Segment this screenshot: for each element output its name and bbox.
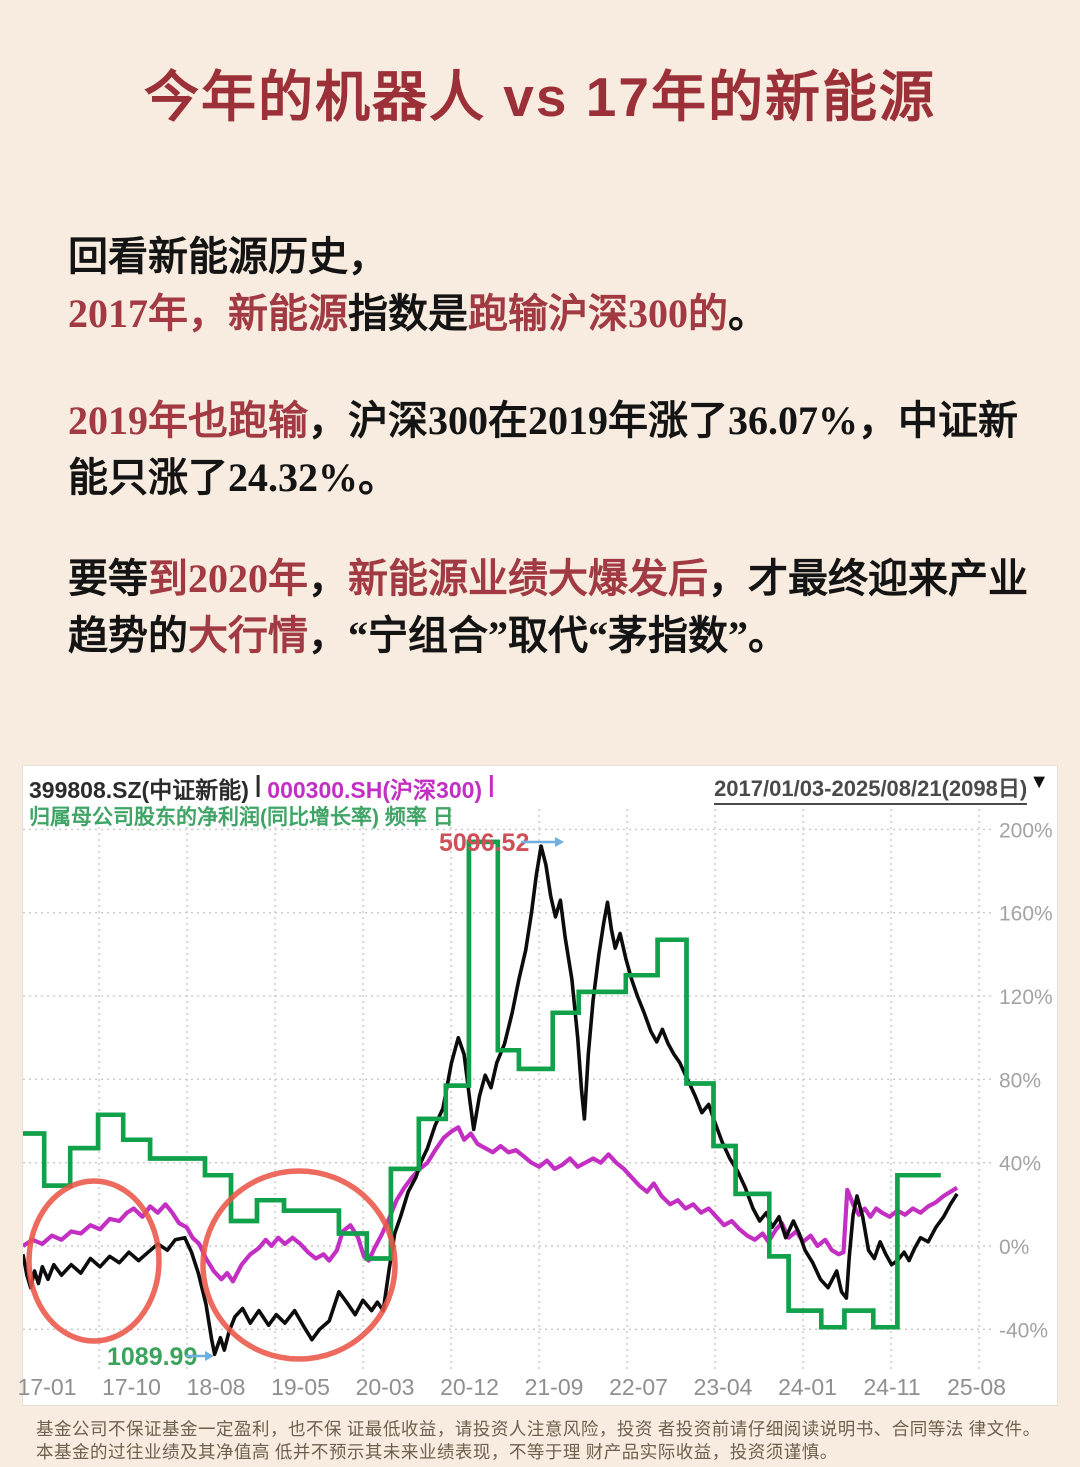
text-segment: ，才最终迎来产业趋势的 — [68, 556, 1028, 658]
text-segment: 跑输沪深300的 — [468, 291, 728, 336]
peak-arrow-icon — [555, 837, 564, 847]
x-tick-label: 20-03 — [355, 1374, 415, 1400]
text-segment: 指数是 — [348, 291, 468, 336]
plot-area[interactable]: 200% 160% 120% 80% 40% 0% -40% 5096.52 1089.99 — [23, 809, 1057, 1369]
date-range-selector[interactable]: 2017/01/03-2025/08/21(2098日) — [714, 771, 1028, 805]
y-tick-label: 0% — [999, 1236, 1029, 1259]
symbol-csi-new-energy[interactable]: 399808.SZ(中证新能) — [29, 777, 249, 803]
symbol-separator-2: | — [488, 771, 495, 797]
y-tick-label: 80% — [999, 1069, 1041, 1092]
page-title: 今年的机器人 vs 17年的新能源 — [144, 66, 936, 128]
stock-chart-panel: 399808.SZ(中证新能) | 000300.SH(沪深300) | 201… — [18, 765, 1058, 1406]
chart-header: 399808.SZ(中证新能) | 000300.SH(沪深300) | 201… — [23, 766, 1057, 805]
y-tick-label: 120% — [999, 986, 1053, 1009]
paragraph-2019: 2019年也跑输，沪深300在2019年涨了36.07%，中证新能只涨了24.3… — [68, 392, 1028, 506]
x-tick-label: 18-08 — [186, 1374, 246, 1400]
text-segment: 。 — [728, 291, 768, 336]
csi-new-energy-line — [23, 844, 959, 1357]
paragraph-2020: 要等到2020年，新能源业绩大爆发后，才最终迎来产业趋势的大行情，“宁组合”取代… — [68, 550, 1028, 664]
text-segment: 大行情 — [188, 613, 308, 658]
trough-price-label: 1089.99 — [107, 1343, 197, 1369]
chart-canvas[interactable]: 200% 160% 120% 80% 40% 0% -40% 5096.52 1089.99 — [23, 809, 1054, 1369]
text-segment: 到2020年 — [148, 556, 308, 601]
text-segment: 2019年也跑输 — [68, 398, 308, 443]
chevron-down-icon[interactable]: ▼ — [1029, 771, 1049, 793]
x-tick-label: 22-07 — [609, 1374, 668, 1400]
symbol-hs300[interactable]: 000300.SH(沪深300) — [267, 777, 483, 803]
text-segment: 2017年，新能源 — [68, 291, 348, 336]
peak-price-label: 5096.52 — [439, 829, 529, 857]
paragraph-history-2017: 回看新能源历史， 2017年，新能源指数是跑输沪深300的。 — [68, 228, 1028, 342]
x-tick-label: 17-10 — [102, 1374, 161, 1400]
x-tick-label: 23-04 — [693, 1374, 753, 1400]
y-tick-label: -40% — [999, 1319, 1048, 1342]
disclaimer-text: 基金公司不保证基金一定盈利，也不保 证最低收益，请投资人注意风险，投资 者投资前… — [36, 1419, 1041, 1462]
text-segment: 要等 — [68, 556, 148, 601]
trough-arrow-icon — [205, 1351, 214, 1361]
text-segment: ， — [308, 556, 348, 601]
highlight-circle-annotation — [200, 1168, 398, 1362]
text-segment: ，“宁组合”取代“茅指数”。 — [308, 613, 788, 658]
text-segment: 新能源业绩大爆发后 — [348, 556, 708, 601]
x-tick-label: 21-09 — [524, 1374, 584, 1400]
symbol-separator: | — [254, 771, 262, 797]
x-tick-label: 24-01 — [778, 1374, 837, 1400]
body-text: 回看新能源历史， 2017年，新能源指数是跑输沪深300的。 2019年也跑输，沪… — [0, 228, 1080, 664]
indicator-label[interactable]: 归属母公司股东的净利润(同比增长率) 频率 日 — [29, 806, 454, 829]
x-axis-labels: 17-01 17-10 18-08 19-05 20-03 20-12 21-09 22-07… — [18, 1369, 1054, 1405]
y-tick-label: 160% — [999, 903, 1053, 926]
x-tick-label: 25-08 — [947, 1374, 1006, 1400]
highlight-circle-annotation — [26, 1178, 162, 1344]
x-tick-label: 20-12 — [440, 1374, 499, 1400]
hs300-line — [23, 1125, 959, 1284]
x-tick-label: 17-01 — [17, 1374, 77, 1400]
profit-growth-step-line-top — [23, 839, 941, 1330]
text-segment: ，沪深300在2019年涨了36.07%，中证新能只涨了24.32%。 — [68, 398, 1018, 500]
x-tick-label: 19-05 — [271, 1374, 330, 1400]
x-tick-label: 24-11 — [863, 1374, 921, 1400]
y-tick-label: 200% — [999, 819, 1053, 842]
text-segment: 回看新能源历史， — [68, 234, 388, 279]
y-tick-label: 40% — [999, 1153, 1041, 1176]
